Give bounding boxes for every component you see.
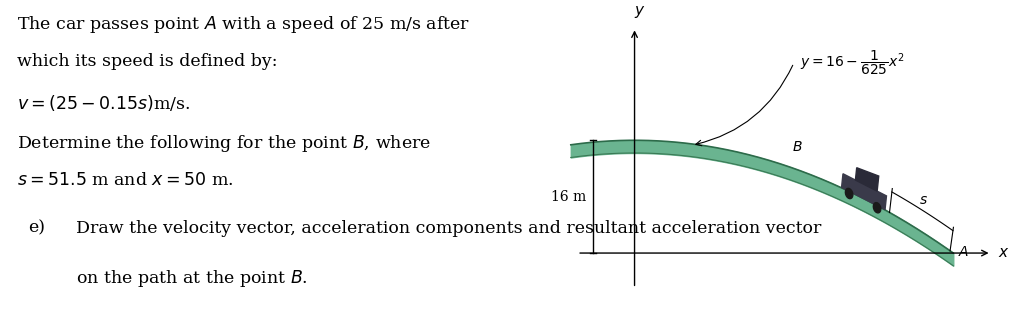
Polygon shape: [855, 168, 879, 191]
Text: Determine the following for the point $B$, where: Determine the following for the point $B…: [17, 132, 431, 153]
Polygon shape: [874, 203, 881, 213]
Text: $v = (25 - 0.15s)$m/s.: $v = (25 - 0.15s)$m/s.: [17, 93, 190, 113]
Text: $s = 51.5$ m and $x = 50$ m.: $s = 51.5$ m and $x = 50$ m.: [17, 172, 234, 189]
Text: $s$: $s$: [919, 193, 929, 207]
Text: $y = 16 - \dfrac{1}{625}x^2$: $y = 16 - \dfrac{1}{625}x^2$: [800, 49, 905, 77]
Text: $x$: $x$: [998, 246, 1010, 260]
Text: The car passes point $A$ with a speed of 25 m/s after: The car passes point $A$ with a speed of…: [17, 14, 470, 35]
Polygon shape: [845, 188, 853, 199]
Text: 16 m: 16 m: [551, 190, 587, 204]
Text: on the path at the point $B$.: on the path at the point $B$.: [76, 268, 308, 289]
Text: $B$: $B$: [792, 140, 802, 154]
Polygon shape: [841, 174, 887, 210]
Text: which its speed is defined by:: which its speed is defined by:: [17, 53, 278, 70]
Text: $y$: $y$: [634, 4, 645, 20]
Text: $A$: $A$: [958, 245, 969, 259]
Text: Draw the velocity vector, acceleration components and resultant acceleration vec: Draw the velocity vector, acceleration c…: [76, 219, 822, 237]
Text: e): e): [28, 219, 46, 237]
